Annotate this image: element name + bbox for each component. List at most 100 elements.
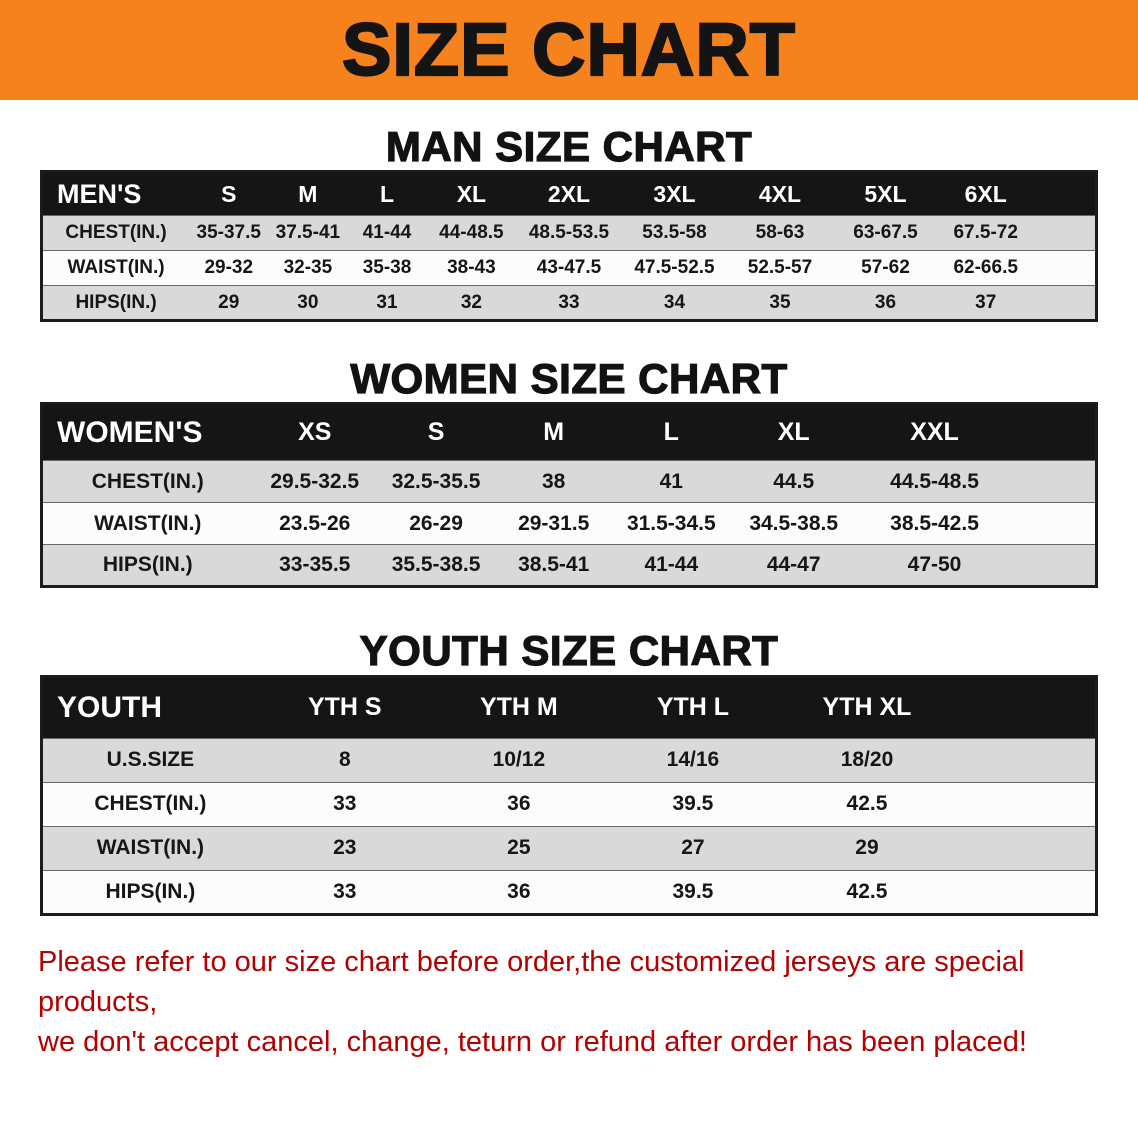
size-value: 33-35.5 xyxy=(252,544,377,587)
size-value: 38.5-42.5 xyxy=(856,502,1013,545)
size-column-header: M xyxy=(495,403,613,461)
table-row: WAIST(IN.) 23 25 27 29 xyxy=(41,825,1097,871)
table-corner-label: YOUTH xyxy=(41,676,258,739)
size-column-header: 5XL xyxy=(832,171,939,216)
size-value: 29.5-32.5 xyxy=(252,460,377,503)
measurement-label: WAIST(IN.) xyxy=(41,825,258,871)
size-value: 41-44 xyxy=(347,215,427,251)
measurement-label: CHEST(IN.) xyxy=(41,215,190,251)
size-value: 42.5 xyxy=(779,869,955,915)
size-value: 39.5 xyxy=(605,869,780,915)
filler-cell xyxy=(954,869,1097,915)
youth-section-heading: YOUTH SIZE CHART xyxy=(359,627,779,675)
disclaimer: Please refer to our size chart before or… xyxy=(38,942,1100,1062)
size-value: 34.5-38.5 xyxy=(730,502,857,545)
table-header-row: MEN'S S M L XL 2XL 3XL 4XL 5XL 6XL xyxy=(41,171,1097,216)
table-corner-label: WOMEN'S xyxy=(41,403,253,461)
size-column-header: 6XL xyxy=(938,171,1034,216)
size-value: 47.5-52.5 xyxy=(621,250,728,286)
size-value: 44.5 xyxy=(730,460,857,503)
filler-cell xyxy=(1012,502,1097,545)
size-value: 36 xyxy=(832,285,939,321)
size-value: 41 xyxy=(612,460,731,503)
size-chart-page: SIZE CHART MAN SIZE CHART MEN'S S M L XL 2XL 3… xyxy=(0,0,1138,1062)
size-value: 48.5-53.5 xyxy=(516,215,622,251)
size-value: 29-31.5 xyxy=(495,502,613,545)
size-value: 63-67.5 xyxy=(832,215,939,251)
table-row: HIPS(IN.) 33-35.5 35.5-38.5 38.5-41 41-44 44-… xyxy=(41,544,1097,587)
size-column-header: XS xyxy=(252,403,377,461)
size-value: 33 xyxy=(257,869,432,915)
size-value: 37.5-41 xyxy=(268,215,348,251)
size-value: 44-48.5 xyxy=(426,215,517,251)
size-value: 27 xyxy=(605,825,780,871)
banner: SIZE CHART xyxy=(0,0,1138,100)
size-value: 52.5-57 xyxy=(727,250,833,286)
size-column-header: 2XL xyxy=(516,171,622,216)
filler-cell xyxy=(954,825,1097,871)
filler-cell xyxy=(1012,460,1097,503)
table-row: U.S.SIZE 8 10/12 14/16 18/20 xyxy=(41,737,1097,783)
filler-cell xyxy=(954,737,1097,783)
size-value: 38 xyxy=(495,460,613,503)
size-value: 35.5-38.5 xyxy=(376,544,496,587)
size-value: 31 xyxy=(347,285,427,321)
size-value: 32 xyxy=(426,285,517,321)
size-value: 57-62 xyxy=(832,250,939,286)
youth-size-table: YOUTH YTH S YTH M YTH L YTH XL U.S.SIZE 8 10/12… xyxy=(40,674,1098,916)
men-size-table: MEN'S S M L XL 2XL 3XL 4XL 5XL 6XL CHEST(IN.) 35-37… xyxy=(40,170,1098,323)
filler-cell xyxy=(1012,403,1097,461)
size-value: 8 xyxy=(257,737,432,783)
size-value: 30 xyxy=(268,285,348,321)
size-value: 32-35 xyxy=(268,250,348,286)
size-column-header: YTH L xyxy=(605,676,780,739)
size-value: 42.5 xyxy=(779,781,955,827)
size-value: 43-47.5 xyxy=(516,250,622,286)
size-column-header: L xyxy=(612,403,731,461)
size-value: 33 xyxy=(516,285,622,321)
women-section-heading: WOMEN SIZE CHART xyxy=(350,355,788,403)
table-row: HIPS(IN.) 33 36 39.5 42.5 xyxy=(41,869,1097,915)
measurement-label: CHEST(IN.) xyxy=(41,781,258,827)
size-value: 31.5-34.5 xyxy=(612,502,731,545)
table-row: CHEST(IN.) 29.5-32.5 32.5-35.5 38 41 44.5 44.5… xyxy=(41,460,1097,503)
size-value: 18/20 xyxy=(779,737,955,783)
size-value: 29 xyxy=(189,285,269,321)
table-row: WAIST(IN.) 29-32 32-35 35-38 38-43 43-47.5 47.… xyxy=(41,250,1097,286)
size-value: 26-29 xyxy=(376,502,496,545)
table-row: WAIST(IN.) 23.5-26 26-29 29-31.5 31.5-34.5 34… xyxy=(41,502,1097,545)
size-value: 34 xyxy=(621,285,728,321)
table-row: HIPS(IN.) 29 30 31 32 33 34 35 36 37 xyxy=(41,285,1097,321)
men-section-heading: MAN SIZE CHART xyxy=(385,123,753,171)
size-value: 33 xyxy=(257,781,432,827)
size-value: 35-37.5 xyxy=(189,215,269,251)
table-corner-label: MEN'S xyxy=(41,171,190,216)
size-column-header: XL xyxy=(730,403,857,461)
size-column-header: 3XL xyxy=(621,171,728,216)
size-column-header: YTH XL xyxy=(779,676,955,739)
filler-cell xyxy=(1033,215,1097,251)
table-row: CHEST(IN.) 35-37.5 37.5-41 41-44 44-48.5 48.5… xyxy=(41,215,1097,251)
table-header-row: YOUTH YTH S YTH M YTH L YTH XL xyxy=(41,676,1097,739)
measurement-label: HIPS(IN.) xyxy=(41,869,258,915)
size-value: 44-47 xyxy=(730,544,857,587)
size-value: 41-44 xyxy=(612,544,731,587)
size-value: 35 xyxy=(727,285,833,321)
size-value: 39.5 xyxy=(605,781,780,827)
size-value: 14/16 xyxy=(605,737,780,783)
measurement-label: U.S.SIZE xyxy=(41,737,258,783)
measurement-label: HIPS(IN.) xyxy=(41,544,253,587)
measurement-label: WAIST(IN.) xyxy=(41,502,253,545)
women-size-table: WOMEN'S XS S M L XL XXL CHEST(IN.) 29.5-32.5 32.5… xyxy=(40,402,1098,589)
measurement-label: HIPS(IN.) xyxy=(41,285,190,321)
size-column-header: YTH S xyxy=(257,676,432,739)
page-title: SIZE CHART xyxy=(341,8,796,91)
filler-cell xyxy=(1012,544,1097,587)
size-value: 36 xyxy=(431,781,606,827)
filler-cell xyxy=(1033,171,1097,216)
size-value: 25 xyxy=(431,825,606,871)
size-value: 23.5-26 xyxy=(252,502,377,545)
table-row: CHEST(IN.) 33 36 39.5 42.5 xyxy=(41,781,1097,827)
size-value: 47-50 xyxy=(856,544,1013,587)
size-value: 29 xyxy=(779,825,955,871)
